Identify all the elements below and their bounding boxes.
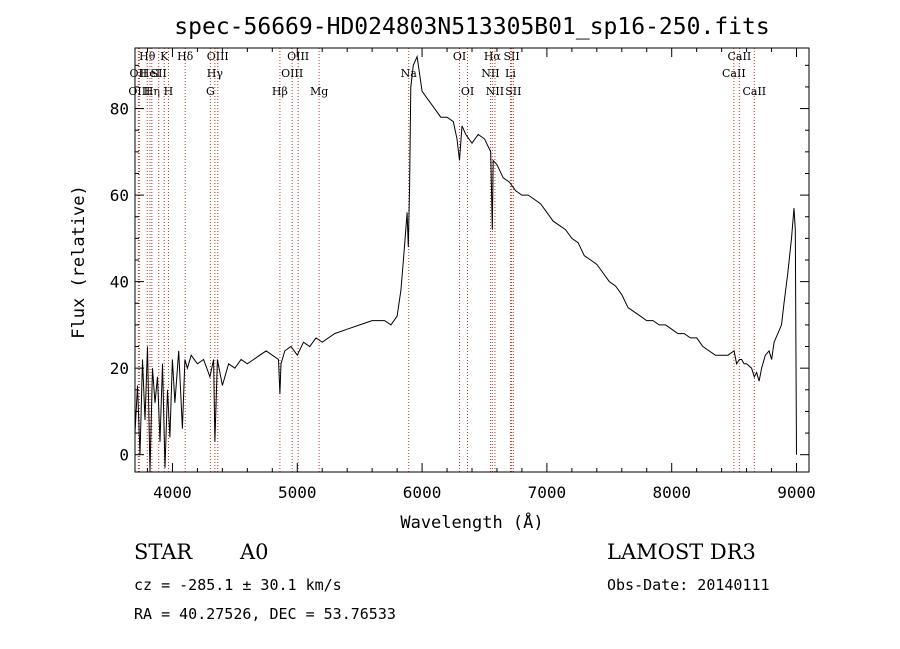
redshift-velocity: cz = -285.1 ± 30.1 km/s: [134, 576, 342, 594]
line-label-17: OI: [453, 50, 466, 63]
y-tick-label-4: 80: [110, 100, 129, 119]
coordinates: RA = 40.27526, DEC = 53.76533: [134, 605, 396, 623]
plot-frame: [134, 47, 810, 473]
x-tick-label-2: 6000: [403, 483, 442, 502]
y-tick-label-0: 0: [119, 446, 129, 465]
line-label-13: OIII: [281, 67, 303, 80]
line-label-15: Mg: [310, 85, 328, 98]
spectrum-series-line: [134, 54, 797, 473]
y-axis-label: Flux (relative): [69, 185, 89, 339]
line-label-27: CaII: [742, 85, 766, 98]
x-tick-label-3: 7000: [528, 483, 567, 502]
x-axis-ticks: 4000 5000 6000 7000 8000 9000: [146, 48, 816, 502]
y-tick-label-1: 20: [110, 359, 129, 378]
line-label-20: SII: [503, 50, 519, 63]
line-label-4: Hη: [144, 85, 160, 98]
line-label-14: Hβ: [272, 85, 288, 98]
spectral-subclass: A0: [240, 540, 269, 564]
x-tick-label-5: 9000: [777, 483, 816, 502]
line-label-23: NII: [486, 85, 504, 98]
line-label-16: Na: [401, 67, 418, 80]
survey-name: LAMOST DR3: [607, 540, 756, 564]
line-label-22: Li: [505, 67, 516, 80]
line-label-0: Hθ: [139, 50, 156, 63]
x-tick-label-0: 4000: [153, 483, 192, 502]
line-label-9: OIII: [207, 50, 229, 63]
line-label-8: Hδ: [177, 50, 194, 63]
line-label-2: OIII: [128, 85, 150, 98]
line-label-3: HeI: [140, 67, 160, 80]
observation-date: Obs-Date: 20140111: [607, 576, 770, 594]
line-label-24: SII: [505, 85, 521, 98]
line-label-18: OI: [461, 85, 474, 98]
spectral-line-markers: Hθ OII OIII HeI Hη K SII H Hδ OIII Hγ G OIII OIII Hβ Mg…: [128, 48, 766, 472]
x-tick-label-4: 8000: [652, 483, 691, 502]
line-label-26: CaII: [722, 67, 746, 80]
x-tick-label-1: 5000: [278, 483, 317, 502]
object-class: STAR: [134, 540, 193, 564]
line-label-25: CaII: [728, 50, 752, 63]
line-label-7: H: [164, 85, 174, 98]
line-label-10: Hγ: [207, 67, 224, 80]
y-tick-label-3: 60: [110, 186, 129, 205]
line-label-12: OIII: [287, 50, 309, 63]
line-label-11: G: [206, 85, 215, 98]
line-label-5: K: [160, 50, 169, 63]
line-label-21: NII: [481, 67, 499, 80]
x-axis-label: Wavelength (Å): [400, 511, 543, 533]
line-label-1: OII: [130, 67, 148, 80]
chart-title: spec-56669-HD024803N513305B01_sp16-250.f…: [174, 14, 769, 40]
y-axis-ticks: 0 20 40 60 80: [110, 64, 809, 465]
line-label-6: SII: [151, 67, 167, 80]
y-tick-label-2: 40: [110, 273, 129, 292]
line-label-19: Hα: [484, 50, 502, 63]
